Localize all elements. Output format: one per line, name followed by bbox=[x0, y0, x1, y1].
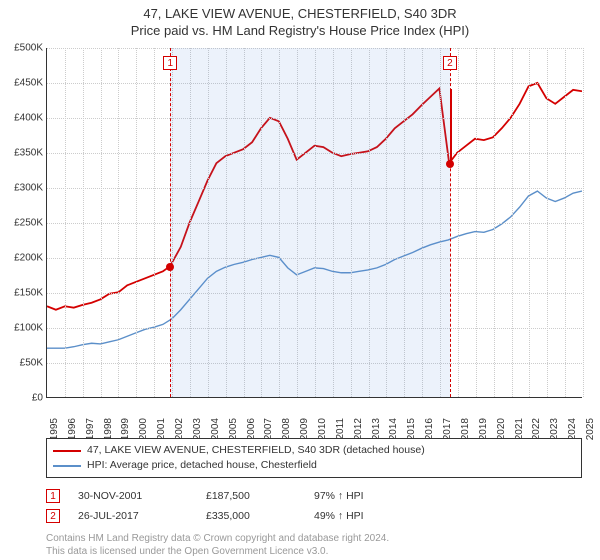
attribution: Contains HM Land Registry data © Crown c… bbox=[46, 532, 582, 558]
gridline-vertical bbox=[476, 48, 477, 397]
gridline-vertical bbox=[565, 48, 566, 397]
title-subtitle: Price paid vs. HM Land Registry's House … bbox=[0, 23, 600, 38]
y-axis-label: £300K bbox=[1, 183, 43, 194]
y-axis-label: £400K bbox=[1, 113, 43, 124]
event-marker-2 bbox=[446, 160, 454, 168]
gridline-vertical bbox=[494, 48, 495, 397]
event-drop-2 bbox=[450, 89, 452, 164]
event-line-1 bbox=[170, 48, 171, 397]
event-table: 1 30-NOV-2001 £187,500 97% ↑ HPI 2 26-JUL-201… bbox=[46, 486, 582, 526]
legend-row-property: 47, LAKE VIEW AVENUE, CHESTERFIELD, S40 … bbox=[53, 443, 575, 458]
event-price: £187,500 bbox=[206, 486, 296, 506]
gridline-vertical bbox=[529, 48, 530, 397]
gridline-vertical bbox=[65, 48, 66, 397]
event-flag-2: 2 bbox=[443, 56, 457, 70]
y-axis-label: £50K bbox=[1, 358, 43, 369]
y-axis-label: £200K bbox=[1, 253, 43, 264]
gridline-vertical bbox=[118, 48, 119, 397]
shaded-ownership-period bbox=[170, 48, 450, 397]
attribution-line2: This data is licensed under the Open Gov… bbox=[46, 545, 582, 558]
event-marker-1 bbox=[166, 263, 174, 271]
gridline-vertical bbox=[136, 48, 137, 397]
legend-label-property: 47, LAKE VIEW AVENUE, CHESTERFIELD, S40 … bbox=[87, 443, 425, 458]
title-block: 47, LAKE VIEW AVENUE, CHESTERFIELD, S40 … bbox=[0, 0, 600, 38]
event-flag-inline: 2 bbox=[46, 509, 60, 523]
legend-and-footer: 47, LAKE VIEW AVENUE, CHESTERFIELD, S40 … bbox=[46, 438, 582, 558]
y-axis-label: £0 bbox=[1, 393, 43, 404]
y-axis-label: £100K bbox=[1, 323, 43, 334]
event-date: 30-NOV-2001 bbox=[78, 486, 188, 506]
legend-label-hpi: HPI: Average price, detached house, Ches… bbox=[87, 458, 317, 473]
y-axis-label: £450K bbox=[1, 78, 43, 89]
gridline-vertical bbox=[583, 48, 584, 397]
event-pct: 97% ↑ HPI bbox=[314, 486, 404, 506]
y-axis-label: £250K bbox=[1, 218, 43, 229]
gridline-vertical bbox=[547, 48, 548, 397]
event-price: £335,000 bbox=[206, 506, 296, 526]
x-axis-label: 2025 bbox=[585, 418, 596, 448]
event-table-row: 2 26-JUL-2017 £335,000 49% ↑ HPI bbox=[46, 506, 582, 526]
legend-row-hpi: HPI: Average price, detached house, Ches… bbox=[53, 458, 575, 473]
event-date: 26-JUL-2017 bbox=[78, 506, 188, 526]
gridline-vertical bbox=[83, 48, 84, 397]
gridline-vertical bbox=[101, 48, 102, 397]
event-flag-inline: 1 bbox=[46, 489, 60, 503]
event-flag-1: 1 bbox=[163, 56, 177, 70]
legend-swatch-property bbox=[53, 450, 81, 452]
gridline-vertical bbox=[154, 48, 155, 397]
gridline-vertical bbox=[458, 48, 459, 397]
legend-swatch-hpi bbox=[53, 465, 81, 467]
title-address: 47, LAKE VIEW AVENUE, CHESTERFIELD, S40 … bbox=[0, 6, 600, 21]
event-pct: 49% ↑ HPI bbox=[314, 506, 404, 526]
legend-box: 47, LAKE VIEW AVENUE, CHESTERFIELD, S40 … bbox=[46, 438, 582, 478]
y-axis-label: £500K bbox=[1, 43, 43, 54]
y-axis-label: £350K bbox=[1, 148, 43, 159]
attribution-line1: Contains HM Land Registry data © Crown c… bbox=[46, 532, 582, 545]
y-axis-label: £150K bbox=[1, 288, 43, 299]
gridline-vertical bbox=[512, 48, 513, 397]
chart-plot-area: £0£50K£100K£150K£200K£250K£300K£350K£400… bbox=[46, 48, 582, 398]
event-table-row: 1 30-NOV-2001 £187,500 97% ↑ HPI bbox=[46, 486, 582, 506]
chart-container: 47, LAKE VIEW AVENUE, CHESTERFIELD, S40 … bbox=[0, 0, 600, 560]
